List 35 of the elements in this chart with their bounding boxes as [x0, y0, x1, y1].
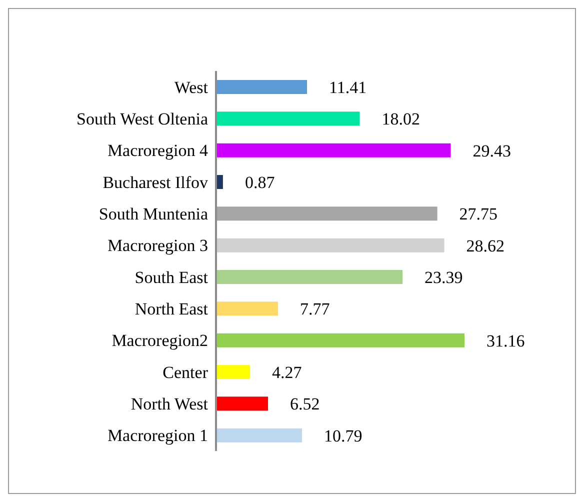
y-tick-label: Bucharest Ilfov: [102, 172, 208, 192]
data-label: 31.16: [486, 331, 525, 350]
data-label: 27.75: [459, 204, 498, 224]
data-label: 28.62: [466, 236, 504, 256]
y-tick-label: South West Oltenia: [76, 110, 208, 129]
bar: [216, 333, 464, 348]
y-tick-label: Macroregion 3: [107, 236, 208, 256]
y-tick-label: Macroregion 4: [107, 141, 208, 160]
data-label: 10.79: [324, 426, 362, 446]
data-label: 0.87: [244, 173, 276, 192]
bar: [216, 143, 451, 158]
bar: [216, 428, 302, 442]
data-label: 18.02: [382, 110, 420, 129]
data-label: 4.27: [272, 363, 302, 382]
bar: [216, 270, 403, 284]
bar: [216, 365, 250, 379]
bar: [216, 80, 307, 94]
y-tick-label: Macroregion2: [112, 331, 208, 350]
y-tick-label: Center: [162, 362, 208, 382]
y-tick-label: Macroregion 1: [107, 426, 208, 446]
bar: [216, 238, 444, 252]
bar: [216, 112, 360, 126]
bar: [216, 206, 438, 221]
data-label: 29.43: [472, 141, 511, 160]
data-label: 7.77: [300, 300, 330, 319]
y-tick-label: North West: [130, 394, 208, 414]
y-tick-label: West: [174, 78, 208, 97]
data-label: 6.52: [290, 394, 320, 414]
bar: [216, 396, 268, 411]
data-label: 11.41: [328, 78, 367, 98]
data-label: 23.39: [424, 268, 463, 288]
y-tick-label: South East: [134, 268, 208, 287]
bar: [216, 302, 278, 316]
y-tick-label: North East: [134, 300, 208, 319]
y-tick-label: South Muntenia: [98, 204, 208, 224]
